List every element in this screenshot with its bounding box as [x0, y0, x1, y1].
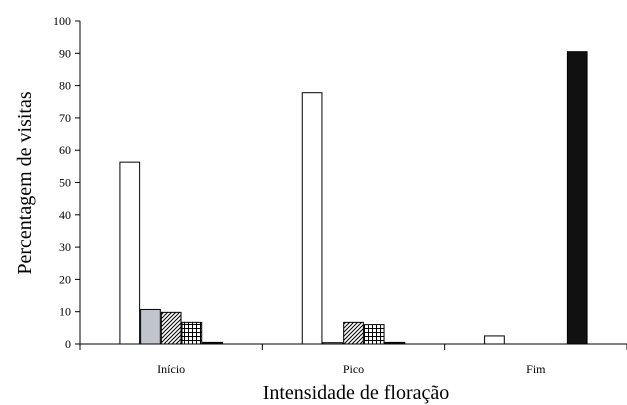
y-tick-label: 40 [59, 208, 71, 222]
axes: 0 10 20 30 40 50 60 70 80 90 100 Início Pico Fim [53, 14, 627, 376]
y-tick-label: 20 [59, 272, 71, 286]
x-tick-label: Pico [343, 362, 364, 376]
x-tick-label: Fim [526, 362, 546, 376]
bar [181, 321, 203, 345]
bar [140, 308, 161, 345]
bar [384, 341, 406, 345]
y-tick-label: 0 [65, 337, 71, 351]
y-tick-label: 100 [53, 14, 71, 28]
x-axis-title: Intensidade de floração [263, 382, 450, 404]
y-tick-label: 30 [59, 240, 71, 254]
bar [343, 321, 364, 345]
y-tick-label: 60 [59, 143, 71, 157]
bar [119, 161, 141, 345]
bars [119, 51, 588, 345]
bar [566, 51, 588, 345]
y-tick-label: 50 [59, 176, 71, 190]
y-tick-label: 10 [59, 305, 71, 319]
bar [484, 335, 505, 345]
bar [301, 92, 323, 345]
bar [160, 311, 182, 345]
bar [322, 342, 344, 345]
bar [202, 341, 223, 345]
y-tick-label: 80 [59, 79, 71, 93]
y-tick-label: 90 [59, 46, 71, 60]
y-tick-label: 70 [59, 111, 71, 125]
y-axis-title: Percentagem de visitas [14, 91, 36, 274]
x-tick-label: Início [157, 362, 185, 376]
bar [363, 324, 385, 345]
